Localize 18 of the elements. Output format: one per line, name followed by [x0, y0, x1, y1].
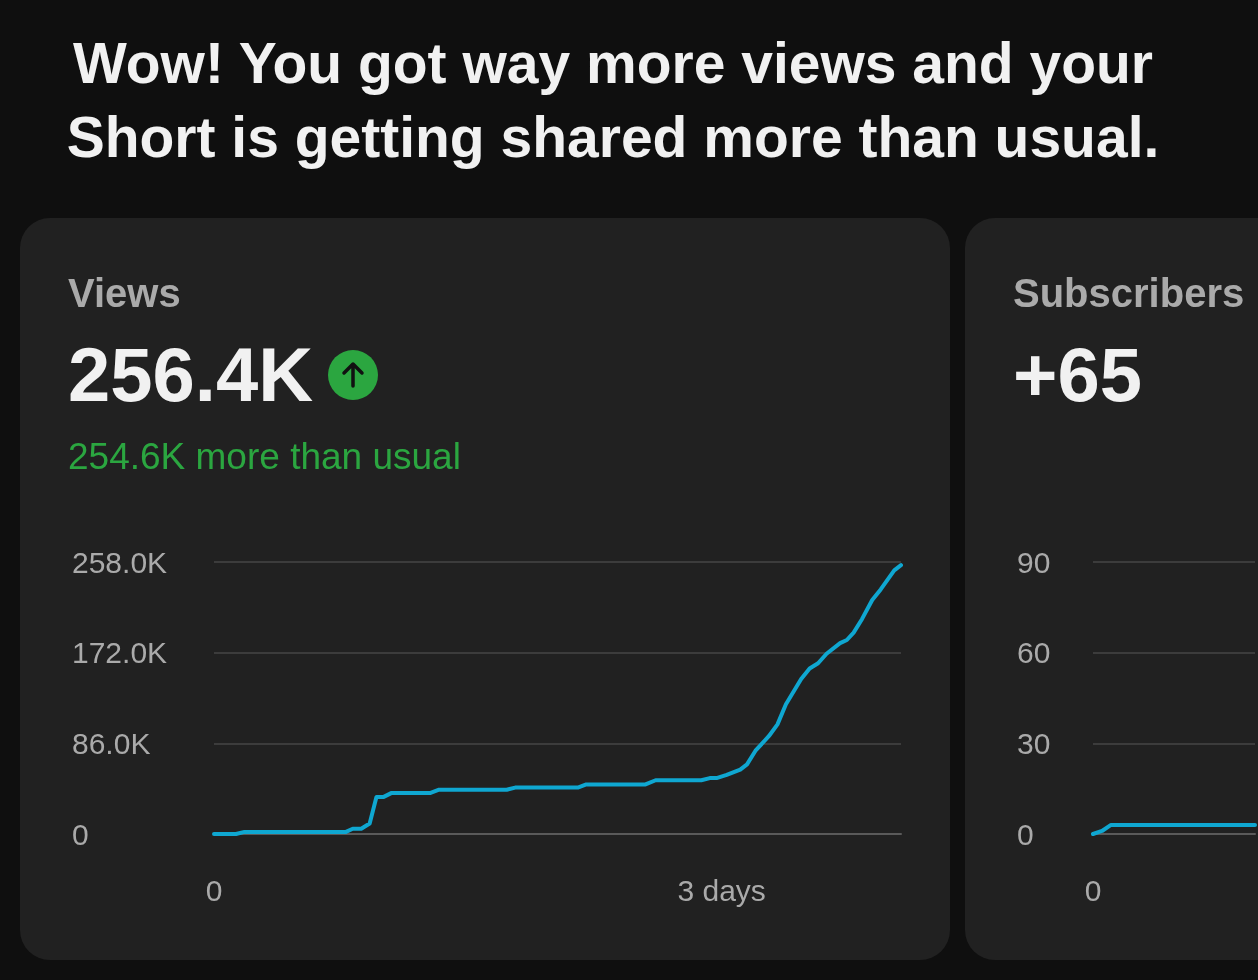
y-tick-label: 172.0K: [72, 636, 168, 670]
chart-subtitle: +65: [1013, 331, 1142, 418]
y-tick-label: 60: [1017, 636, 1051, 670]
y-tick-label: 86.0K: [72, 726, 151, 760]
x-tick-label: 0: [205, 873, 223, 907]
chart-subtitle: 256.4K: [68, 331, 314, 418]
chart-title: Views: [68, 270, 181, 316]
y-tick-label: 258.0K: [72, 545, 168, 579]
x-tick-label: 0: [1084, 873, 1102, 907]
y-tick-label: 90: [1017, 545, 1051, 579]
x-tick-label: 3 days: [677, 873, 766, 907]
y-tick-label: 0: [72, 817, 89, 851]
y-tick-label: 30: [1017, 726, 1051, 760]
text: Wow! You got way more views and your Short is getting shared more than usual.: [65, 30, 1161, 171]
chart-title: Subscribers: [1013, 270, 1245, 316]
y-tick-label: 0: [1017, 817, 1034, 851]
text: 254.6K more than usual: [68, 435, 461, 478]
line-series: [212, 563, 903, 836]
